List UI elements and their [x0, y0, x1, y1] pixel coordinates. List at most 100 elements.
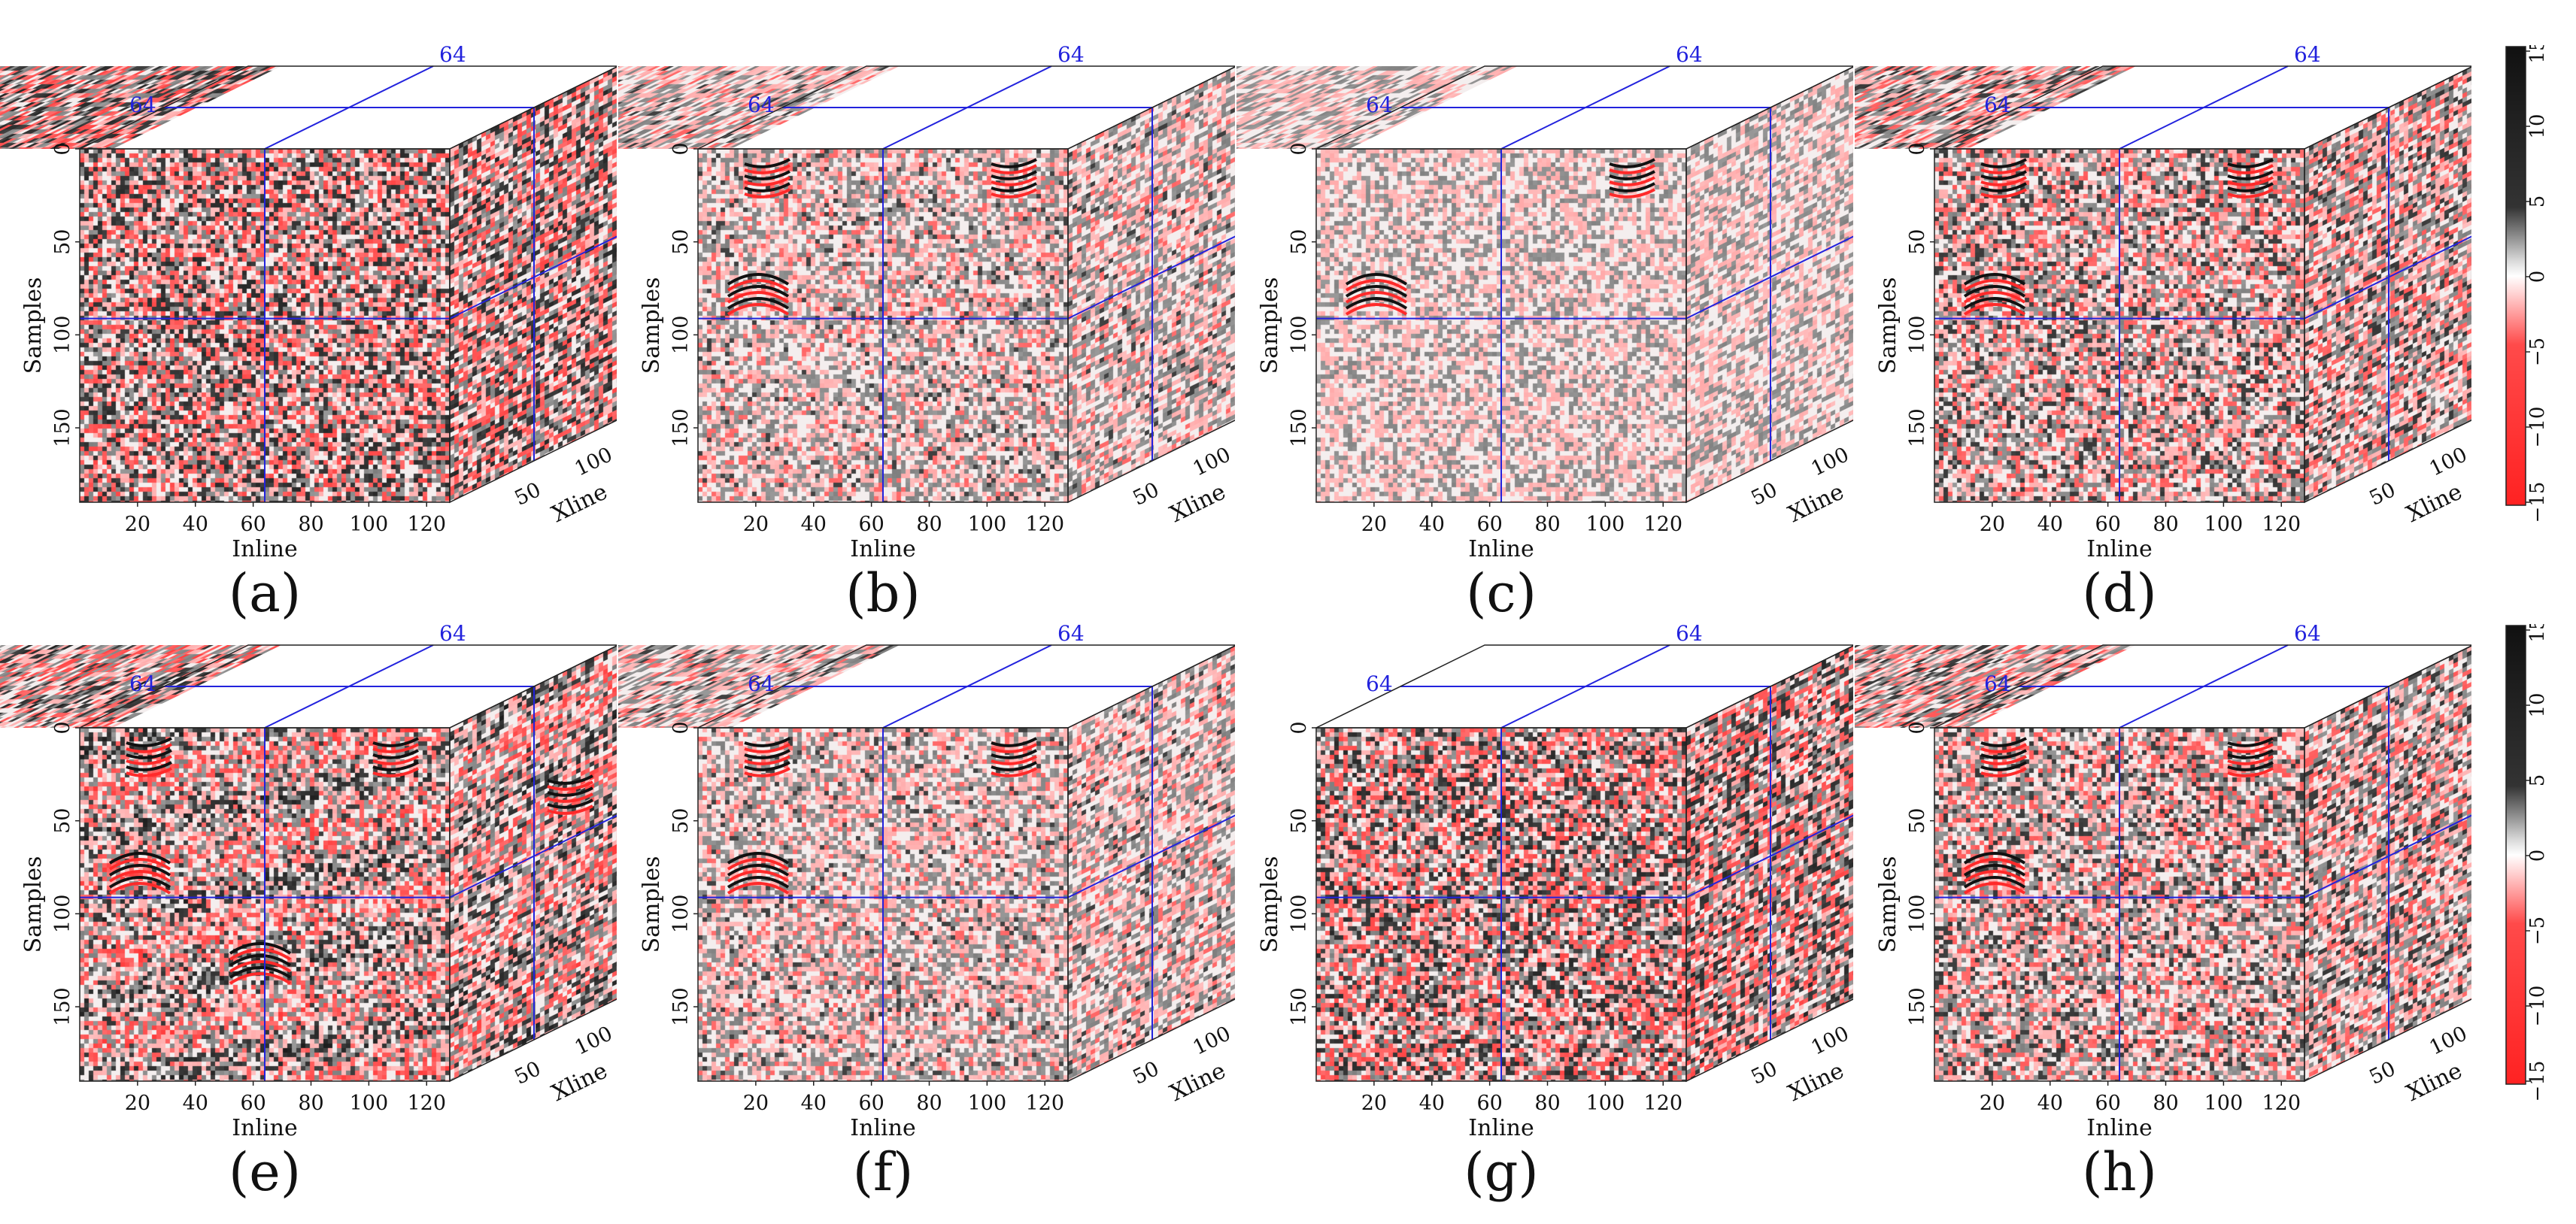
slice-sample-label: 90: [615, 222, 617, 249]
xline-tick: 50: [1748, 478, 1781, 511]
samples-axis-title: Samples: [639, 856, 665, 953]
colorbar-tick: −5: [2526, 916, 2549, 945]
samples-tick: 150: [669, 987, 693, 1026]
samples-tick: 100: [669, 316, 693, 355]
xline-axis-title: Xline: [1784, 1058, 1848, 1107]
slice-sample-label: 90: [615, 801, 617, 828]
inline-tick: 80: [2153, 1092, 2178, 1115]
slice-sample-label: 90: [2470, 222, 2471, 249]
panel-label: (f): [852, 1141, 914, 1203]
inline-tick: 20: [743, 1092, 769, 1115]
samples-tick: 0: [669, 721, 693, 734]
slice-inline-label: 64: [2294, 621, 2321, 646]
cube-svg: 64 64 90 20 40 60 80 100 120 Inline 0 50 100 150 Sampl…: [1236, 42, 1853, 562]
slice-xline-label: 64: [748, 671, 775, 696]
samples-axis-title: Samples: [1875, 856, 1901, 953]
inline-tick: 60: [240, 1092, 265, 1115]
colorbar: 15 10 5 0 −5 −10 −15: [2505, 45, 2549, 523]
slice-xline-label: 64: [1366, 671, 1393, 696]
axis-labels: 64 64 90 20 40 60 80 100 120 Inline 0 50 100 150 Sampl…: [1875, 42, 2471, 562]
inline-tick: 120: [1643, 1092, 1682, 1115]
inline-tick: 80: [2153, 513, 2178, 536]
colorbar-tick: 5: [2526, 774, 2549, 787]
samples-tick: 150: [1288, 987, 1311, 1026]
panel-label: (c): [1466, 562, 1537, 624]
xline-axis-title: Xline: [2402, 1058, 2466, 1107]
slice-lines: [698, 65, 1235, 502]
slice-inline-label: 64: [439, 621, 466, 646]
samples-axis-title: Samples: [1257, 856, 1283, 953]
inline-tick: 120: [2262, 1092, 2301, 1115]
inline-tick: 80: [916, 1092, 942, 1115]
xline-tick: 100: [1807, 1022, 1852, 1059]
samples-tick: 0: [51, 721, 74, 734]
samples-tick: 0: [1906, 721, 1929, 734]
cube-edges: [1315, 644, 1853, 1083]
samples-tick: 150: [1906, 408, 1929, 447]
samples-axis-title: Samples: [20, 856, 47, 953]
inline-axis-title: Inline: [2086, 536, 2152, 562]
cube-panel-c: 64 64 90 20 40 60 80 100 120 Inline 0 50 100 150 Sampl…: [1236, 0, 1853, 624]
xline-tick: 50: [1130, 1057, 1163, 1089]
xline-tick: 100: [1189, 443, 1234, 480]
slice-lines: [80, 65, 617, 502]
cube-panel-g: 64 64 90 20 40 60 80 100 120 Inline 0 50 100 150 Sampl…: [1236, 579, 1853, 1203]
xline-axis-title: Xline: [1784, 479, 1848, 528]
xline-tick: 100: [2426, 1022, 2471, 1059]
event-horizon: [229, 942, 292, 985]
cube-svg: 64 64 90 20 40 60 80 100 120 Inline 0 50 100 150 Sampl…: [0, 621, 617, 1141]
inline-tick: 120: [1643, 513, 1682, 536]
cube-svg: 64 64 90 20 40 60 80 100 120 Inline 0 50 100 150 Sampl…: [618, 621, 1235, 1141]
panel-label: (g): [1464, 1141, 1539, 1203]
samples-tick: 150: [51, 408, 74, 447]
samples-tick: 0: [1288, 721, 1311, 734]
axis-labels: 64 64 90 20 40 60 80 100 120 Inline 0 50 100 150 Sampl…: [639, 621, 1235, 1141]
samples-tick: 50: [669, 229, 693, 255]
inline-tick: 40: [1419, 1092, 1445, 1115]
samples-tick: 100: [1906, 316, 1929, 355]
inline-tick: 80: [916, 513, 942, 536]
inline-tick: 80: [1534, 1092, 1560, 1115]
colorbar-tick: 15: [2526, 45, 2549, 64]
inline-axis-title: Inline: [2086, 1115, 2152, 1141]
event-left-upper: [1980, 158, 2027, 198]
colorbar-tick: 10: [2526, 114, 2549, 138]
inline-tick: 60: [2095, 1092, 2120, 1115]
inline-tick: 40: [183, 513, 208, 536]
samples-tick: 50: [669, 808, 693, 834]
xline-tick: 100: [571, 443, 616, 480]
inline-tick: 100: [2204, 513, 2244, 536]
event-left-lower: [1345, 273, 1408, 316]
inline-tick: 100: [968, 513, 1007, 536]
xline-axis-title: Xline: [1166, 479, 1230, 528]
slice-lines: [1316, 644, 1853, 1081]
event-left-upper: [744, 158, 790, 198]
samples-tick: 150: [1288, 408, 1311, 447]
inline-tick: 100: [1586, 1092, 1625, 1115]
colorbar-tick: 15: [2526, 624, 2549, 643]
samples-tick: 50: [1906, 808, 1929, 834]
inline-tick: 80: [298, 513, 323, 536]
xline-tick: 50: [1748, 1057, 1781, 1089]
event-right-upper: [1609, 158, 1655, 198]
inline-tick: 40: [2037, 1092, 2063, 1115]
inline-tick: 120: [407, 1092, 446, 1115]
inline-tick: 60: [1476, 1092, 1502, 1115]
slice-sample-label: 90: [1233, 801, 1235, 828]
cube-panel-e: 64 64 90 20 40 60 80 100 120 Inline 0 50 100 150 Sampl…: [0, 579, 617, 1203]
cube-panel-d: 64 64 90 20 40 60 80 100 120 Inline 0 50 100 150 Sampl…: [1855, 0, 2471, 624]
colorbar-tick: 10: [2526, 692, 2549, 717]
panel-label: (a): [228, 562, 302, 624]
samples-tick: 100: [51, 895, 74, 934]
samples-tick: 50: [51, 229, 74, 255]
slice-inline-label: 64: [1057, 621, 1085, 646]
cube-panel-f: 64 64 90 20 40 60 80 100 120 Inline 0 50 100 150 Sampl…: [618, 579, 1235, 1203]
slice-lines: [698, 644, 1235, 1081]
panel-label: (h): [2082, 1141, 2157, 1203]
slice-lines: [1316, 65, 1853, 502]
samples-tick: 150: [669, 408, 693, 447]
inline-tick: 20: [125, 1092, 150, 1115]
colorbar-tick: −15: [2526, 1061, 2549, 1102]
samples-tick: 0: [1906, 142, 1929, 155]
inline-axis-title: Inline: [1468, 1115, 1534, 1141]
